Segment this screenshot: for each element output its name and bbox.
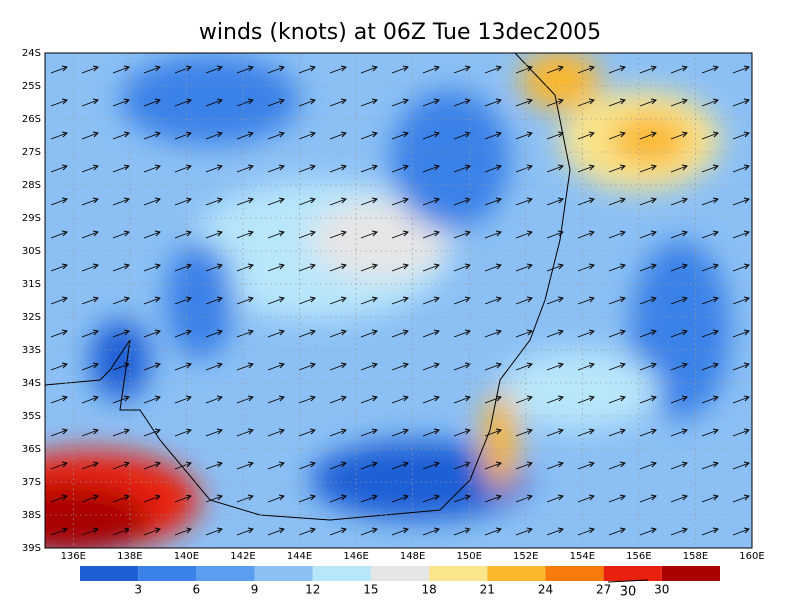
colorbar-label: 15 [363,583,378,597]
colorbar-label: 30 [654,583,669,597]
lat-label: 39S [22,543,41,554]
wind-field [45,53,752,548]
lon-label: 146E [343,551,368,562]
colorbar-label: 9 [251,583,259,597]
colorbar-swatch [80,566,139,581]
colorbar-swatch [603,566,662,581]
reference-vector-label: 30 [620,585,637,600]
colorbar-swatch [138,566,197,581]
colorbar-swatch [196,566,255,581]
lon-label: 156E [626,551,651,562]
lat-label: 28S [22,180,41,191]
lat-label: 35S [22,411,41,422]
lat-label: 33S [22,345,41,356]
map-title: winds (knots) at 06Z Tue 13dec2005 [199,20,601,45]
colorbar-swatch [429,566,488,581]
lat-label: 25S [22,81,41,92]
colorbar-swatch [487,566,546,581]
map-frame [44,52,753,549]
lon-label: 154E [570,551,595,562]
lon-label: 160E [739,551,764,562]
lat-label: 34S [22,378,41,389]
lon-label: 140E [174,551,199,562]
colorbar-label: 18 [421,583,436,597]
lat-label: 24S [22,48,41,59]
lon-label: 148E [400,551,425,562]
colorbar-swatch [312,566,371,581]
colorbar-label: 3 [134,583,142,597]
colorbar-label: 27 [596,583,611,597]
colorbar-label: 6 [193,583,201,597]
colorbar-label: 24 [538,583,553,597]
lat-label: 37S [22,477,41,488]
lon-label: 136E [61,551,86,562]
lat-label: 29S [22,213,41,224]
lat-label: 32S [22,312,41,323]
graticule: 24S 25S 26S 27S 28S 29S 30S 31S 32S 33S 34S 35S 36S 3… [22,48,765,562]
colorbar-label: 21 [480,583,495,597]
reference-vector [607,579,649,583]
lon-label: 152E [513,551,538,562]
colorbar-swatch [370,566,430,581]
lat-label: 38S [22,510,41,521]
lon-label: 158E [683,551,708,562]
lat-label: 30S [22,246,41,257]
lat-label: 31S [22,279,41,290]
lat-label: 26S [22,114,41,125]
colorbar-swatch [254,566,313,581]
lat-label: 27S [22,147,41,158]
colorbar-swatch [545,566,604,581]
colorbar: 3 6 9 12 15 18 21 24 27 30 [80,566,720,597]
colorbar-swatch [661,566,720,581]
lon-label: 150E [456,551,481,562]
lon-label: 142E [230,551,255,562]
lon-label: 144E [287,551,312,562]
lat-label: 36S [22,444,41,455]
lon-label: 138E [117,551,142,562]
colorbar-label: 12 [305,583,320,597]
